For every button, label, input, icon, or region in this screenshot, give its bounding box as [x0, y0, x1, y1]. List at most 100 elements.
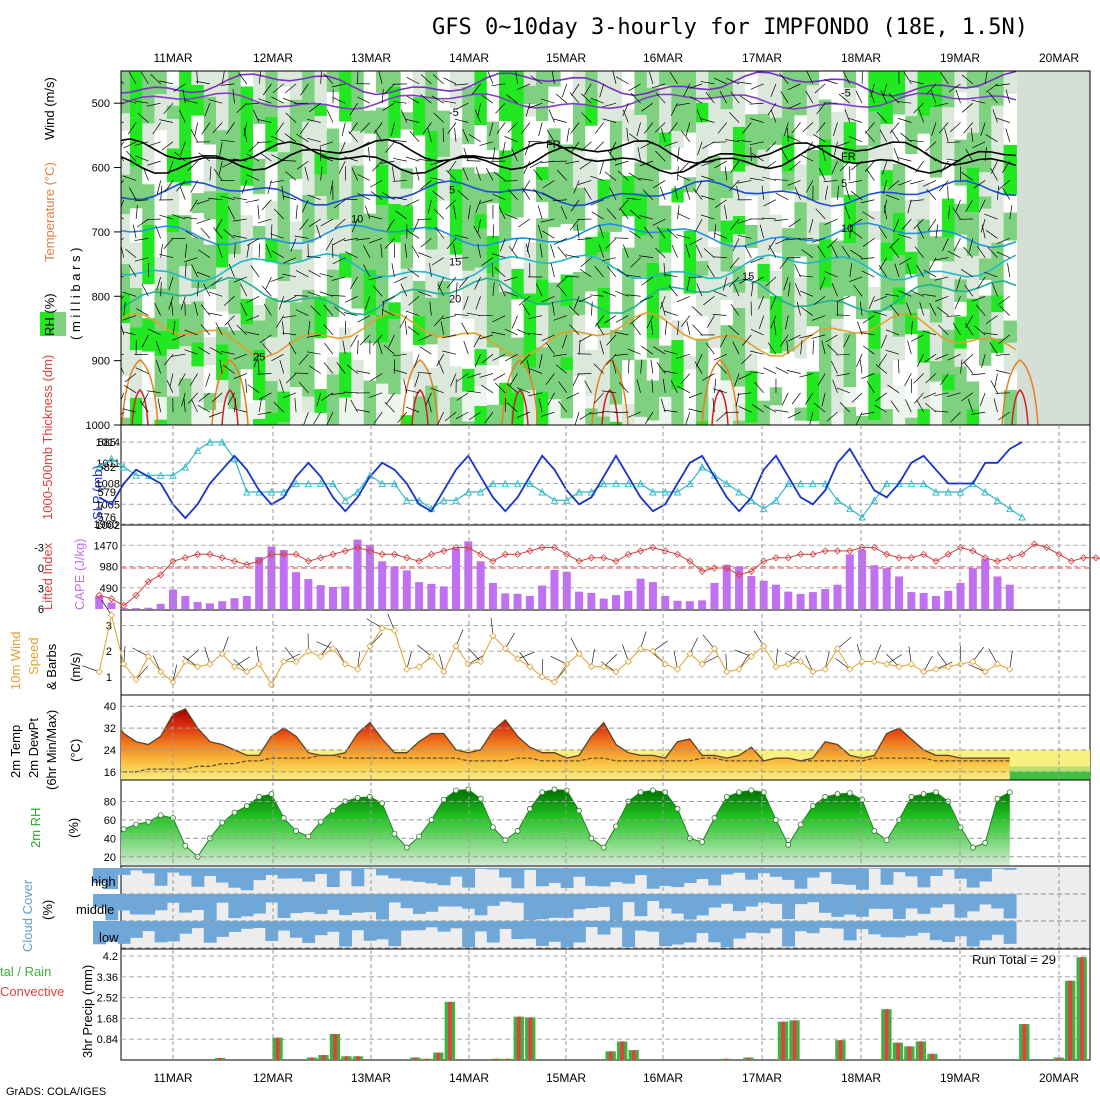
humidity-cell	[302, 370, 316, 397]
wind-barb	[308, 365, 321, 374]
wind-barb	[873, 295, 887, 302]
humidity-cell	[363, 315, 378, 344]
humidity-cell	[252, 124, 267, 159]
humidity-cell	[351, 210, 365, 256]
humidity-cell	[289, 179, 304, 222]
thickness-point	[489, 479, 497, 488]
wind-barb	[883, 205, 888, 220]
cloud-cell	[511, 868, 525, 889]
wind-barb	[444, 411, 457, 422]
humidity-cell	[523, 156, 538, 204]
wind-barb	[751, 282, 754, 297]
cloud-cell	[129, 868, 143, 871]
wind-barb	[985, 134, 998, 143]
wind-barb	[197, 404, 211, 413]
humidity-cell	[191, 71, 205, 86]
wind-barb	[196, 199, 211, 205]
wind-barb	[385, 392, 395, 405]
humidity-cell	[548, 415, 562, 425]
wind-barb	[299, 218, 309, 231]
humidity-cell	[929, 71, 944, 108]
thickness-point	[550, 496, 559, 504]
humidity-cell	[868, 239, 882, 288]
wind-barb	[456, 392, 469, 401]
wind-barb-10m	[805, 655, 814, 672]
humidity-cell	[609, 329, 624, 373]
temperature-panel: 2m Temp 2m DewPt (6hr Min/Max) (°C) 1624…	[8, 694, 1091, 790]
humidity-cell	[683, 71, 697, 120]
wind-barb	[538, 398, 543, 413]
rh-point	[723, 793, 730, 800]
wind-barb	[248, 141, 260, 152]
wind-barb	[350, 399, 358, 413]
wind-barb	[380, 243, 383, 258]
wind-barb	[139, 400, 149, 413]
wind-speed-point	[144, 652, 152, 660]
cloud-cell	[572, 868, 586, 877]
wind-barb	[252, 109, 260, 123]
humidity-cell	[868, 111, 882, 147]
date-label-bottom: 19MAR	[940, 1071, 980, 1085]
wind-barb	[783, 276, 789, 291]
humidity-cell	[646, 358, 661, 381]
wind-barb-10m	[387, 613, 395, 631]
lifted-point	[354, 543, 362, 552]
wind-barb	[712, 398, 715, 413]
thickness-point	[156, 471, 165, 479]
humidity-cell	[929, 402, 944, 425]
humidity-cell	[449, 397, 464, 425]
thickness-point	[132, 471, 140, 479]
humidity-cell	[979, 397, 993, 425]
wind-barb-10m	[923, 655, 933, 672]
humidity-cell	[289, 249, 304, 262]
wind-barb	[182, 89, 186, 104]
wind-barb	[279, 379, 285, 393]
thickness-point	[218, 437, 226, 446]
humidity-cell	[154, 396, 168, 420]
humidity-cell	[216, 267, 230, 312]
humidity-cell	[905, 312, 919, 335]
wind-barb	[409, 131, 420, 143]
wind-barb	[844, 109, 851, 123]
wind-barb	[552, 199, 567, 202]
cloud-cell	[843, 921, 857, 941]
wind-barb	[243, 122, 248, 137]
cloud-cell	[708, 894, 722, 908]
wind-barb	[246, 174, 260, 181]
cape-bar	[661, 595, 670, 609]
rh-point	[600, 844, 607, 851]
wind-barb	[581, 112, 592, 123]
humidity-cell	[732, 386, 747, 405]
wind-barb	[134, 237, 149, 241]
wind-barb	[814, 83, 826, 94]
wind-barb	[770, 296, 777, 310]
humidity-cell	[1003, 195, 1017, 213]
cape-bar	[858, 549, 867, 609]
precip-convective-bar	[1068, 980, 1073, 1060]
wind-barb	[455, 411, 469, 420]
wind-barb	[412, 218, 420, 232]
lifted-point	[304, 557, 312, 565]
humidity-cell	[966, 212, 981, 256]
wind-barb	[827, 344, 838, 355]
wind-barb	[819, 276, 826, 291]
wind-barb	[263, 303, 272, 316]
wind-barb	[940, 373, 949, 386]
cloud-cell	[449, 868, 463, 877]
humidity-cell	[523, 334, 538, 368]
isotherm-label: 5	[449, 184, 455, 196]
wind-barb	[675, 102, 690, 106]
wind-barb	[565, 275, 580, 278]
wind-barb	[737, 234, 752, 239]
wind-barb	[931, 122, 937, 136]
wind-barb	[541, 411, 555, 417]
thickness-point	[624, 479, 633, 488]
wind-barb	[220, 195, 235, 201]
wind-barb	[191, 264, 198, 278]
wind-barb	[392, 180, 407, 182]
wind-barb	[550, 244, 555, 258]
wind-barb	[700, 195, 715, 201]
wind-barb	[685, 122, 691, 137]
wind-barb	[557, 169, 568, 181]
wind-barb	[323, 304, 334, 316]
